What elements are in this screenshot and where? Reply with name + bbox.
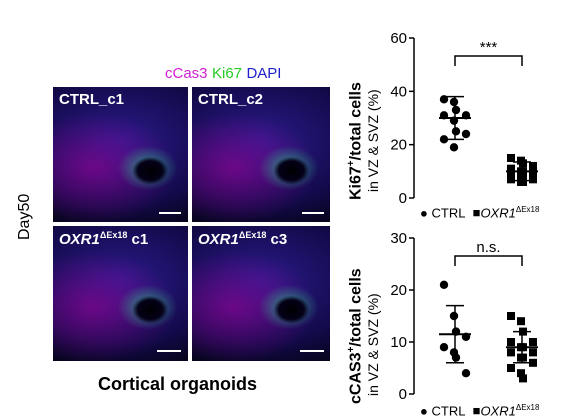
data-point-circle — [451, 127, 461, 136]
chart2-ylabel-sub: in VZ & SVZ (%) — [365, 293, 382, 396]
legend-dapi: DAPI — [246, 65, 282, 82]
micrograph-oxr1-c1: OXR1ΔEx18 c1 — [53, 226, 188, 361]
legend-oxr1-sup: ΔEx18 — [515, 205, 540, 214]
data-point-circle — [461, 129, 471, 139]
data-point-square — [507, 170, 515, 178]
y-tick-label: 0 — [399, 190, 407, 206]
y-tick-label: 20 — [390, 137, 407, 154]
legend-square-icon: ■ — [472, 205, 481, 221]
data-point-square — [507, 338, 515, 346]
legend-ctrl-label: CTRL — [431, 205, 465, 221]
data-point-square — [529, 170, 537, 178]
data-point-circle — [451, 353, 461, 362]
data-point-square — [507, 364, 515, 372]
y-tick-label: 10 — [390, 334, 407, 351]
data-point-square — [529, 175, 537, 184]
legend-circle-icon: ● — [420, 403, 428, 418]
y-tick-label: 30 — [390, 230, 407, 247]
data-point-circle — [439, 343, 449, 352]
data-point-square — [529, 348, 537, 357]
data-point-square — [507, 175, 515, 184]
panel-gene-sup: ΔEx18 — [238, 230, 267, 240]
data-point-circle — [449, 311, 459, 321]
panel-label: CTRL_c2 — [198, 91, 264, 108]
data-point-square — [519, 374, 527, 383]
chart1-ylabel-sub: in VZ & SVZ (%) — [365, 89, 382, 192]
chart2-plot: 0 10 20 30 n.s. — [390, 230, 538, 402]
panel-label: OXR1ΔEx18 c1 — [59, 230, 148, 248]
data-point-square — [529, 162, 537, 170]
data-point-square — [519, 172, 527, 181]
row-label-text: Day50 — [16, 193, 33, 240]
legend-circle-icon: ● — [420, 205, 428, 221]
legend-oxr1-label: OXR1 — [480, 205, 516, 221]
panel-gene: OXR1 — [59, 231, 100, 248]
y-tick-label: 0 — [399, 386, 407, 402]
stain-legend: cCas3 Ki67 DAPI — [165, 65, 281, 83]
legend-square-icon: ■ — [472, 403, 481, 418]
legend-ctrl-label: CTRL — [431, 403, 465, 418]
scale-bar — [157, 350, 181, 352]
significance-label: *** — [480, 39, 498, 56]
legend-oxr1-label: OXR1 — [480, 403, 516, 418]
data-point-square — [507, 312, 515, 320]
data-point-circle — [439, 135, 449, 144]
legend-ki67: Ki67 — [211, 65, 243, 82]
micrograph-ctrl-c1: CTRL_c1 — [53, 87, 188, 222]
data-point-circle — [449, 143, 459, 152]
chart1-legend: ● CTRL ■OXR1ΔEx18 — [420, 205, 539, 220]
panel-gene: OXR1 — [198, 231, 239, 248]
data-point-square — [529, 338, 537, 346]
data-point-square — [529, 358, 537, 367]
micrograph-ctrl-c2: CTRL_c2 — [192, 87, 330, 222]
panel-label: CTRL_c1 — [59, 91, 125, 108]
scale-bar — [159, 212, 181, 214]
data-point-square — [517, 317, 525, 326]
significance-bracket — [454, 255, 523, 266]
data-point-square — [507, 154, 515, 162]
scale-bar — [302, 212, 324, 214]
data-point-square — [519, 353, 527, 362]
data-point-square — [507, 348, 515, 357]
y-tick-label: 40 — [390, 83, 407, 100]
legend-oxr1-sup: ΔEx18 — [515, 403, 540, 412]
chart1-ylabel: Ki67+/total cells in VZ & SVZ (%) — [346, 82, 381, 200]
micrograph-oxr1-c3: OXR1ΔEx18 c3 — [192, 226, 330, 361]
significance-bracket — [454, 55, 523, 66]
y-tick-label: 60 — [390, 30, 407, 47]
row-label: Day50 — [16, 180, 34, 240]
significance-label: n.s. — [476, 239, 500, 256]
panel-gene-sup: ΔEx18 — [99, 230, 128, 240]
chart1-plot: 0 20 40 60 *** — [390, 30, 538, 206]
data-point-circle — [439, 280, 449, 289]
data-point-circle — [449, 97, 459, 107]
panel-label: OXR1ΔEx18 c3 — [198, 230, 287, 248]
data-point-circle — [451, 105, 461, 115]
scale-bar — [300, 350, 324, 352]
chart2-ylabel-main: cCAS3+/total cells — [346, 268, 365, 404]
panel-suffix: c3 — [266, 231, 288, 248]
data-point-square — [507, 164, 515, 173]
chart2-legend: ● CTRL ■OXR1ΔEx18 — [420, 403, 539, 418]
data-point-square — [519, 159, 527, 168]
chart2-ylabel: cCAS3+/total cells in VZ & SVZ (%) — [346, 268, 381, 404]
data-point-square — [517, 369, 525, 378]
y-tick-label: 20 — [390, 282, 407, 299]
chart1-ylabel-main: Ki67+/total cells — [346, 82, 365, 200]
panel-suffix: c1 — [127, 231, 149, 248]
legend-ccas3: cCas3 — [165, 65, 208, 82]
data-point-circle — [461, 369, 471, 378]
data-point-square — [519, 178, 527, 186]
caption: Cortical organoids — [98, 374, 258, 394]
